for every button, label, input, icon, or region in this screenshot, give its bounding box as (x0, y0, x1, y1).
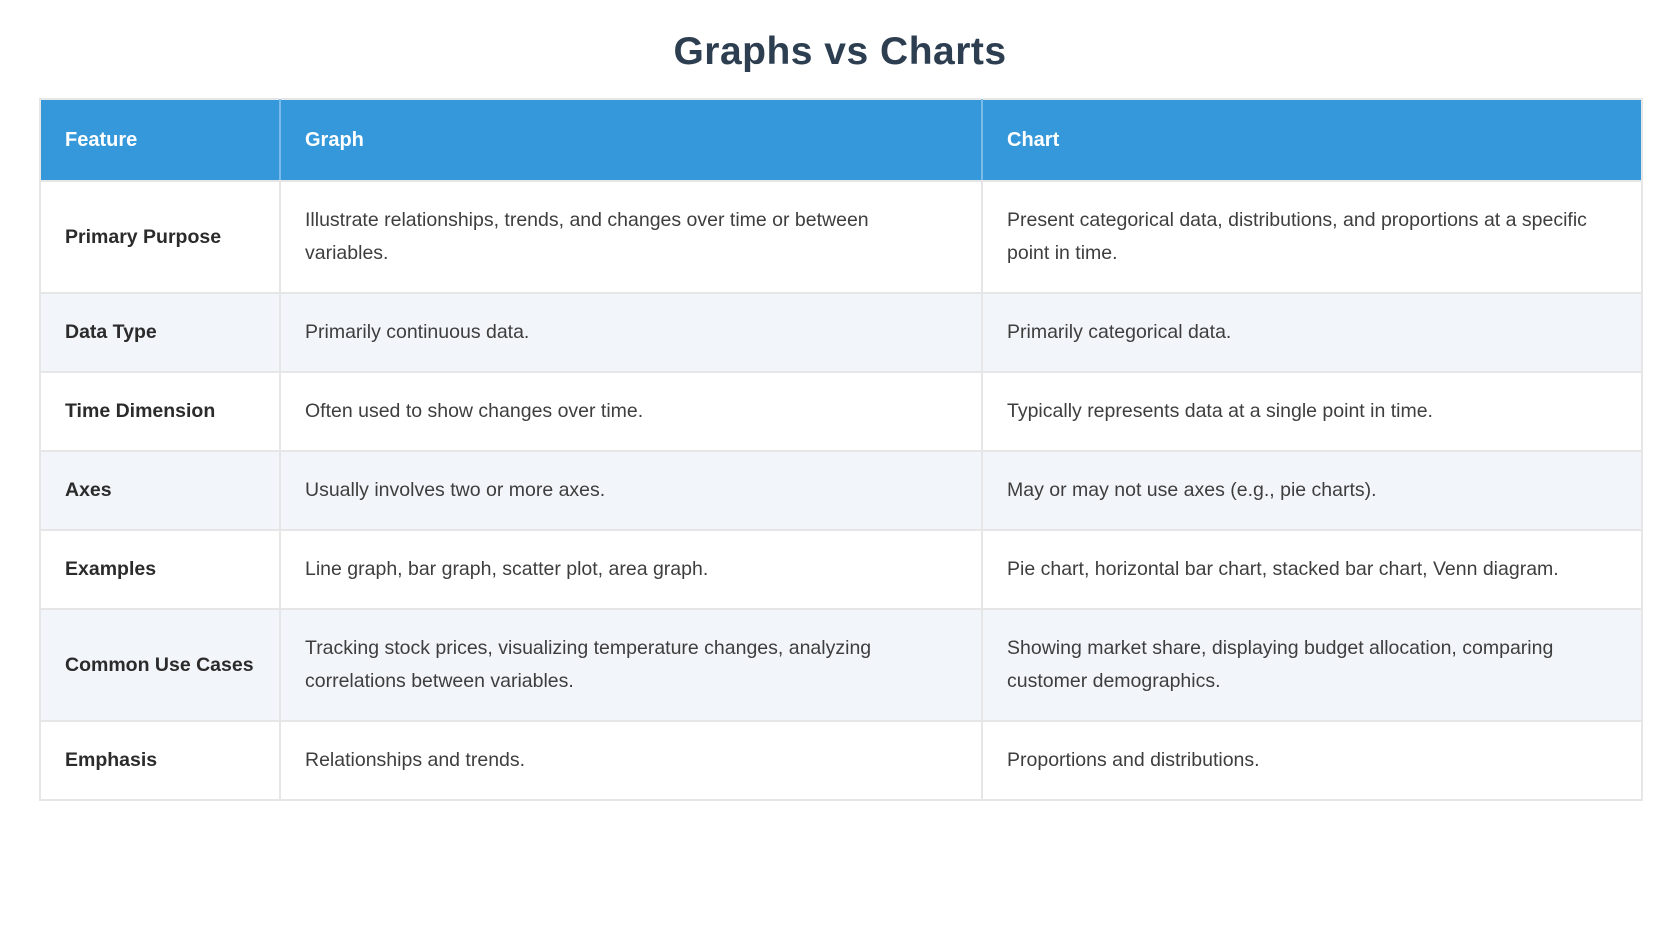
table-row: Primary Purpose Illustrate relationships… (39, 180, 1643, 294)
chart-cell: Present categorical data, distributions,… (981, 180, 1643, 294)
graph-cell: Illustrate relationships, trends, and ch… (279, 180, 983, 294)
feature-cell: Primary Purpose (39, 180, 281, 294)
chart-cell: Showing market share, displaying budget … (981, 608, 1643, 722)
table-row: Common Use Cases Tracking stock prices, … (39, 608, 1643, 722)
feature-cell: Axes (39, 450, 281, 531)
page-title: Graphs vs Charts (673, 30, 1007, 73)
feature-cell: Common Use Cases (39, 608, 281, 722)
graph-cell: Often used to show changes over time. (279, 371, 983, 452)
table-row: Data Type Primarily continuous data. Pri… (39, 292, 1643, 373)
table-header-row: Feature Graph Chart (40, 99, 1642, 182)
comparison-table-container: Feature Graph Chart Primary Purpose Illu… (39, 98, 1643, 801)
column-header-graph: Graph (279, 99, 982, 182)
graph-cell: Usually involves two or more axes. (279, 450, 983, 531)
comparison-table: Feature Graph Chart Primary Purpose Illu… (39, 98, 1643, 801)
table-row: Axes Usually involves two or more axes. … (39, 450, 1643, 531)
table-row: Emphasis Relationships and trends. Propo… (39, 720, 1643, 801)
feature-cell: Emphasis (39, 720, 281, 801)
graph-cell: Primarily continuous data. (279, 292, 983, 373)
graph-cell: Tracking stock prices, visualizing tempe… (279, 608, 983, 722)
feature-cell: Examples (39, 529, 281, 610)
chart-cell: Proportions and distributions. (981, 720, 1643, 801)
table-row: Examples Line graph, bar graph, scatter … (39, 529, 1643, 610)
graph-cell: Relationships and trends. (279, 720, 983, 801)
chart-cell: May or may not use axes (e.g., pie chart… (981, 450, 1643, 531)
chart-cell: Typically represents data at a single po… (981, 371, 1643, 452)
column-header-chart: Chart (981, 99, 1642, 182)
chart-cell: Primarily categorical data. (981, 292, 1643, 373)
feature-cell: Time Dimension (39, 371, 281, 452)
column-header-feature: Feature (40, 99, 280, 182)
table-row: Time Dimension Often used to show change… (39, 371, 1643, 452)
feature-cell: Data Type (39, 292, 281, 373)
chart-cell: Pie chart, horizontal bar chart, stacked… (981, 529, 1643, 610)
graph-cell: Line graph, bar graph, scatter plot, are… (279, 529, 983, 610)
